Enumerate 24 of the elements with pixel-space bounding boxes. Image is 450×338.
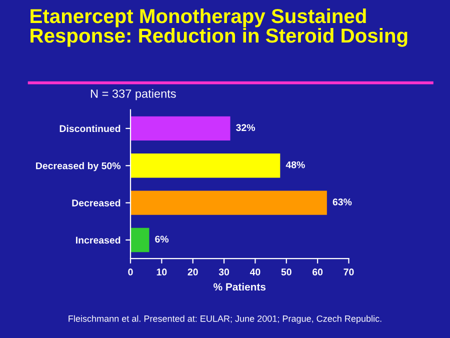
bar bbox=[130, 116, 230, 141]
x-tick-label: 30 bbox=[218, 268, 230, 276]
x-tick-label: 10 bbox=[156, 268, 167, 276]
data-label: 63% bbox=[332, 198, 352, 206]
bar bbox=[130, 154, 280, 178]
data-label: 32% bbox=[236, 124, 256, 132]
chart-subtitle: N = 337 patients bbox=[90, 89, 176, 100]
x-tick-label: 70 bbox=[344, 268, 354, 276]
y-tick-label: Decreased bbox=[72, 199, 120, 206]
x-tick-label: 0 bbox=[128, 268, 133, 276]
text: Fleischmann et al. Presented at: EULAR; June 2001; Prague, Czech Republic. bbox=[68, 315, 382, 324]
data-label: 48% bbox=[286, 161, 305, 168]
x-axis-title: % Patients bbox=[214, 282, 266, 291]
bar bbox=[130, 190, 327, 215]
chart-title: Etanercept Monotherapy Sustained Response: Reduction in Steroid Dosing bbox=[30, 8, 408, 47]
x-tick-label: 60 bbox=[312, 268, 323, 276]
x-tick-label: 20 bbox=[188, 268, 198, 276]
data-label: 6% bbox=[155, 236, 169, 243]
x-tick-label: 40 bbox=[250, 268, 260, 276]
y-tick-label: Discontinued bbox=[60, 124, 120, 132]
y-tick-label: Increased bbox=[76, 236, 120, 244]
x-tick-label: 50 bbox=[281, 268, 292, 276]
bar bbox=[130, 228, 150, 252]
y-tick-label: Decreased by 50% bbox=[36, 162, 121, 172]
